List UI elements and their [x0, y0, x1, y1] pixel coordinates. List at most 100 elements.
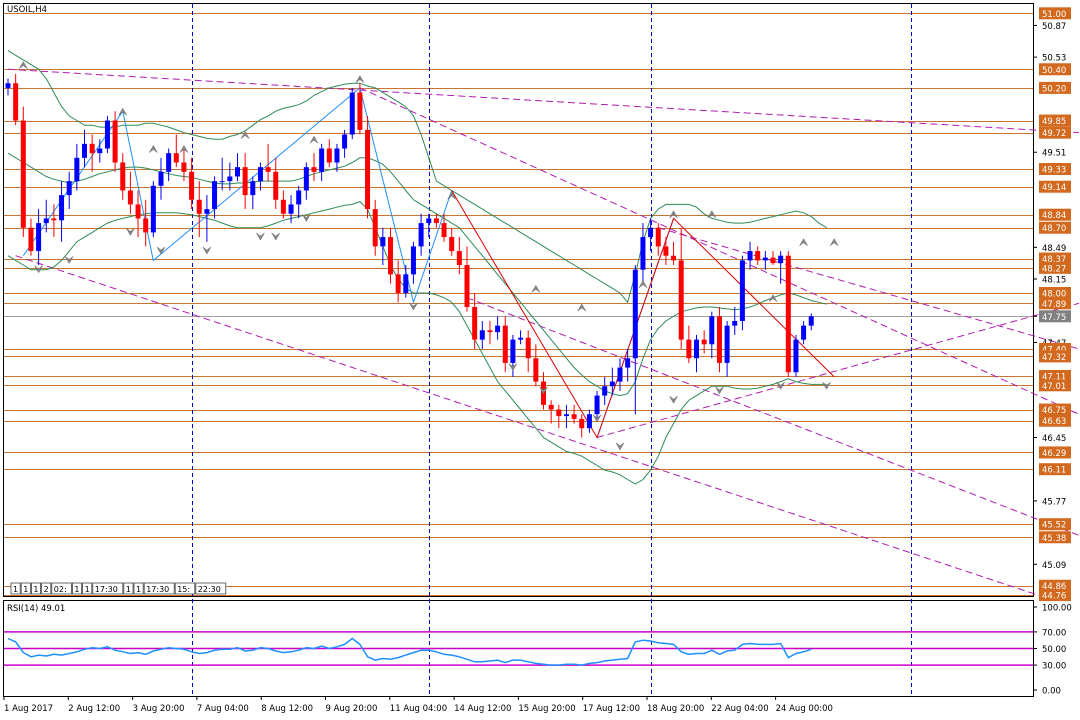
price-tag — [1039, 63, 1071, 76]
candle-body — [548, 404, 554, 410]
candle-body — [143, 218, 149, 233]
candle-body — [265, 167, 271, 172]
candle-body — [571, 414, 577, 419]
timeframe-label: 1 — [126, 585, 131, 594]
candle-body — [456, 251, 462, 266]
fractal-up-arrow — [447, 191, 456, 200]
price-tag — [1039, 163, 1071, 176]
fractal-markers — [19, 61, 839, 451]
price-tag — [1039, 287, 1071, 300]
candle-body — [678, 260, 684, 340]
time-tick-label: 9 Aug 20:00 — [326, 704, 378, 714]
price-tick-label: 45.52 — [1042, 521, 1066, 531]
time-tick-label: 1 Aug 2017 — [4, 704, 53, 714]
candle-body — [449, 237, 455, 252]
candle-body — [166, 153, 172, 172]
candle-body — [150, 185, 156, 233]
fractal-down-arrow — [64, 256, 74, 264]
candle-body — [716, 316, 722, 363]
candle-body — [525, 337, 531, 359]
time-tick-label: 3 Aug 20:00 — [133, 704, 185, 714]
price-tick-label: 51.00 — [1042, 10, 1066, 20]
fractal-down-arrow — [592, 414, 602, 423]
fractal-down-arrow — [409, 302, 418, 311]
candle-body — [709, 316, 715, 345]
time-tick-label: 11 Aug 04:00 — [390, 704, 447, 714]
time-tick-label: 22 Aug 04:00 — [711, 704, 768, 714]
fractal-down-arrow — [539, 386, 548, 395]
rsi-tick-label: 30.00 — [1042, 662, 1066, 672]
price-tag — [1039, 180, 1071, 193]
price-tag — [1039, 403, 1071, 416]
candle-body — [686, 339, 692, 359]
timeframe-box — [10, 582, 21, 595]
fractal-up-arrow — [577, 303, 586, 312]
candle-body — [755, 251, 761, 261]
fractal-down-arrow — [34, 265, 43, 274]
price-tag — [1039, 221, 1071, 234]
price-tick-label: 47.01 — [1042, 382, 1066, 392]
price-tick-label: 48.00 — [1042, 290, 1066, 300]
price-tick-label: 44.76 — [1042, 592, 1066, 602]
trend-line — [15, 255, 1041, 597]
candle-body — [602, 386, 608, 396]
time-tick-label: 7 Aug 04:00 — [197, 704, 249, 714]
candle-body — [372, 209, 378, 247]
fractal-down-arrow — [126, 228, 135, 236]
candle-body — [235, 167, 240, 177]
candle-body — [801, 325, 807, 340]
price-tick-label: 48.49 — [1042, 244, 1066, 254]
price-tick-label: 48.15 — [1042, 276, 1066, 286]
time-tick-label: 14 Aug 12:00 — [454, 704, 511, 714]
rsi-tick-label: 0.00 — [1042, 687, 1061, 697]
candle-body — [701, 339, 707, 345]
price-tick-label: 47.32 — [1042, 353, 1066, 363]
price-tick-label: 49.14 — [1042, 183, 1066, 193]
price-tag — [1039, 126, 1071, 139]
candle-body — [326, 148, 332, 163]
timeframe-label: 1 — [13, 585, 18, 594]
candle-body — [89, 143, 95, 154]
trend-lines — [7, 68, 1080, 597]
timeframe-box — [41, 582, 52, 595]
bollinger-bands — [7, 50, 827, 485]
candle-body — [648, 227, 654, 238]
timeframe-label: 15: — [177, 585, 190, 594]
candle-body — [189, 171, 195, 200]
candle-body — [82, 143, 87, 158]
candle-body — [739, 260, 745, 321]
timeframe-label: 1 — [85, 585, 90, 594]
candle-body — [464, 265, 470, 307]
candle-body — [51, 218, 57, 221]
trend-line — [596, 302, 1080, 438]
timeframe-box — [72, 582, 83, 595]
candle-body — [20, 120, 26, 228]
candle-body — [357, 92, 363, 130]
candle-body — [694, 339, 699, 359]
fractal-up-arrow — [707, 210, 717, 218]
price-tick-label: 49.72 — [1042, 129, 1066, 139]
rsi-tick-label: 100.00 — [1042, 604, 1072, 614]
candle-body — [127, 190, 133, 205]
price-axis: 51.00 50.87 50.53 50.40 50.20 49.85 49.72 49.51… — [1033, 7, 1071, 602]
price-tag — [1039, 518, 1071, 531]
timeframe-label: 1 — [136, 585, 141, 594]
timeframe-box — [30, 582, 41, 595]
fractal-down-arrow — [615, 442, 625, 451]
zigzag-blue — [22, 87, 453, 305]
fractal-up-arrow — [355, 75, 365, 83]
candle-body — [296, 190, 302, 205]
fractal-down-arrow — [256, 232, 265, 241]
fractal-down-arrow — [715, 386, 724, 395]
candle-body — [349, 92, 355, 135]
candle-body — [135, 204, 141, 219]
candle-body — [212, 181, 218, 210]
candle-body — [319, 148, 325, 172]
candle-body — [747, 251, 753, 261]
candle-body — [280, 199, 286, 214]
candle-body — [204, 209, 210, 214]
time-tick-label: 2 Aug 12:00 — [68, 704, 120, 714]
candle-body — [74, 157, 80, 182]
candle-body — [395, 274, 401, 294]
